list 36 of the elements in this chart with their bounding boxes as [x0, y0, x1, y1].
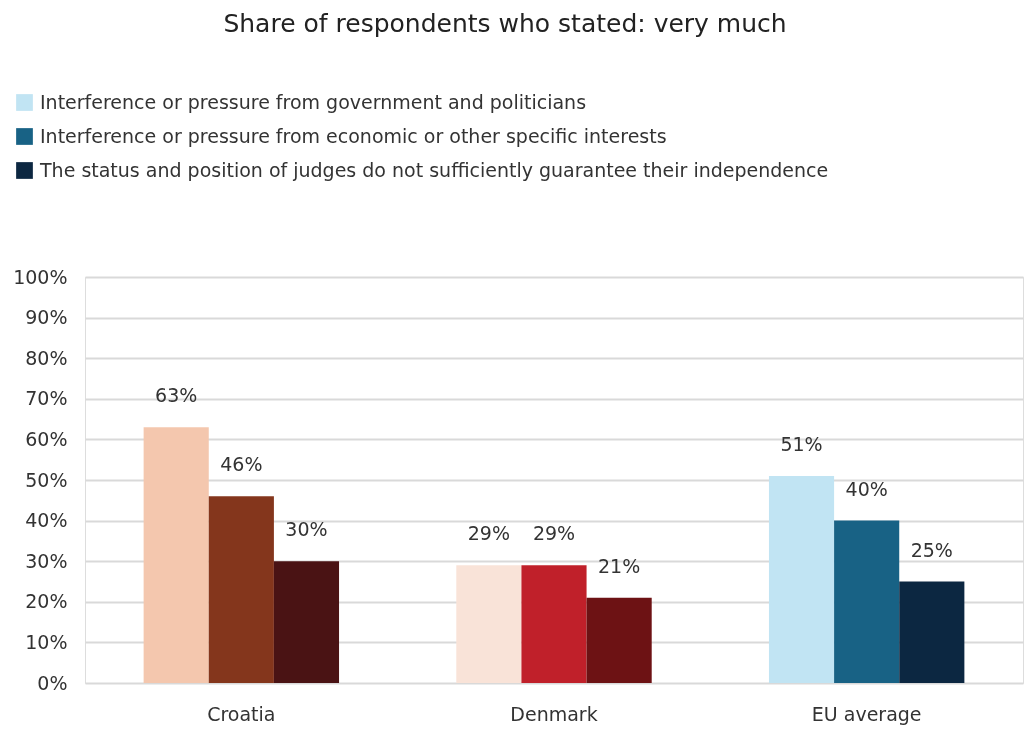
x-tick-label: EU average	[811, 702, 922, 725]
y-tick-label: 10%	[25, 630, 68, 653]
x-tick-label: Denmark	[510, 702, 598, 725]
y-tick-label: 30%	[25, 549, 68, 572]
bar	[899, 581, 965, 683]
data-label: 29%	[467, 522, 510, 545]
data-label: 29%	[532, 522, 576, 545]
data-label: 25%	[910, 538, 953, 561]
data-label: 46%	[220, 453, 263, 476]
bar	[273, 561, 340, 683]
y-tick-label: 100%	[13, 265, 68, 288]
y-tick-label: 80%	[25, 346, 68, 369]
chart-title: Share of respondents who stated: very much	[223, 9, 787, 38]
y-tick-label: 90%	[25, 306, 68, 329]
data-label: 63%	[155, 384, 198, 407]
bar	[521, 565, 587, 683]
data-label: 21%	[598, 554, 641, 577]
legend-label: Interference or pressure from government and politicians	[40, 90, 587, 113]
data-label: 40%	[845, 477, 888, 500]
data-label: 30%	[285, 518, 328, 541]
y-tick-label: 70%	[25, 387, 68, 410]
bar	[768, 475, 835, 683]
legend-label: The status and position of judges do not sufficiently guarantee their independence	[39, 158, 829, 181]
x-tick-label: Croatia	[207, 702, 276, 725]
y-tick-label: 20%	[25, 590, 68, 613]
bar	[456, 565, 522, 683]
bar	[143, 427, 209, 683]
y-tick-label: 40%	[25, 509, 68, 532]
data-label: 51%	[780, 432, 823, 455]
bar	[208, 496, 274, 683]
bar	[586, 597, 652, 683]
legend-label: Interference or pressure from economic or other specific interests	[40, 124, 667, 147]
y-tick-label: 60%	[25, 427, 68, 450]
y-tick-label: 0%	[37, 671, 68, 694]
y-tick-label: 50%	[25, 468, 68, 491]
bar	[834, 520, 900, 683]
